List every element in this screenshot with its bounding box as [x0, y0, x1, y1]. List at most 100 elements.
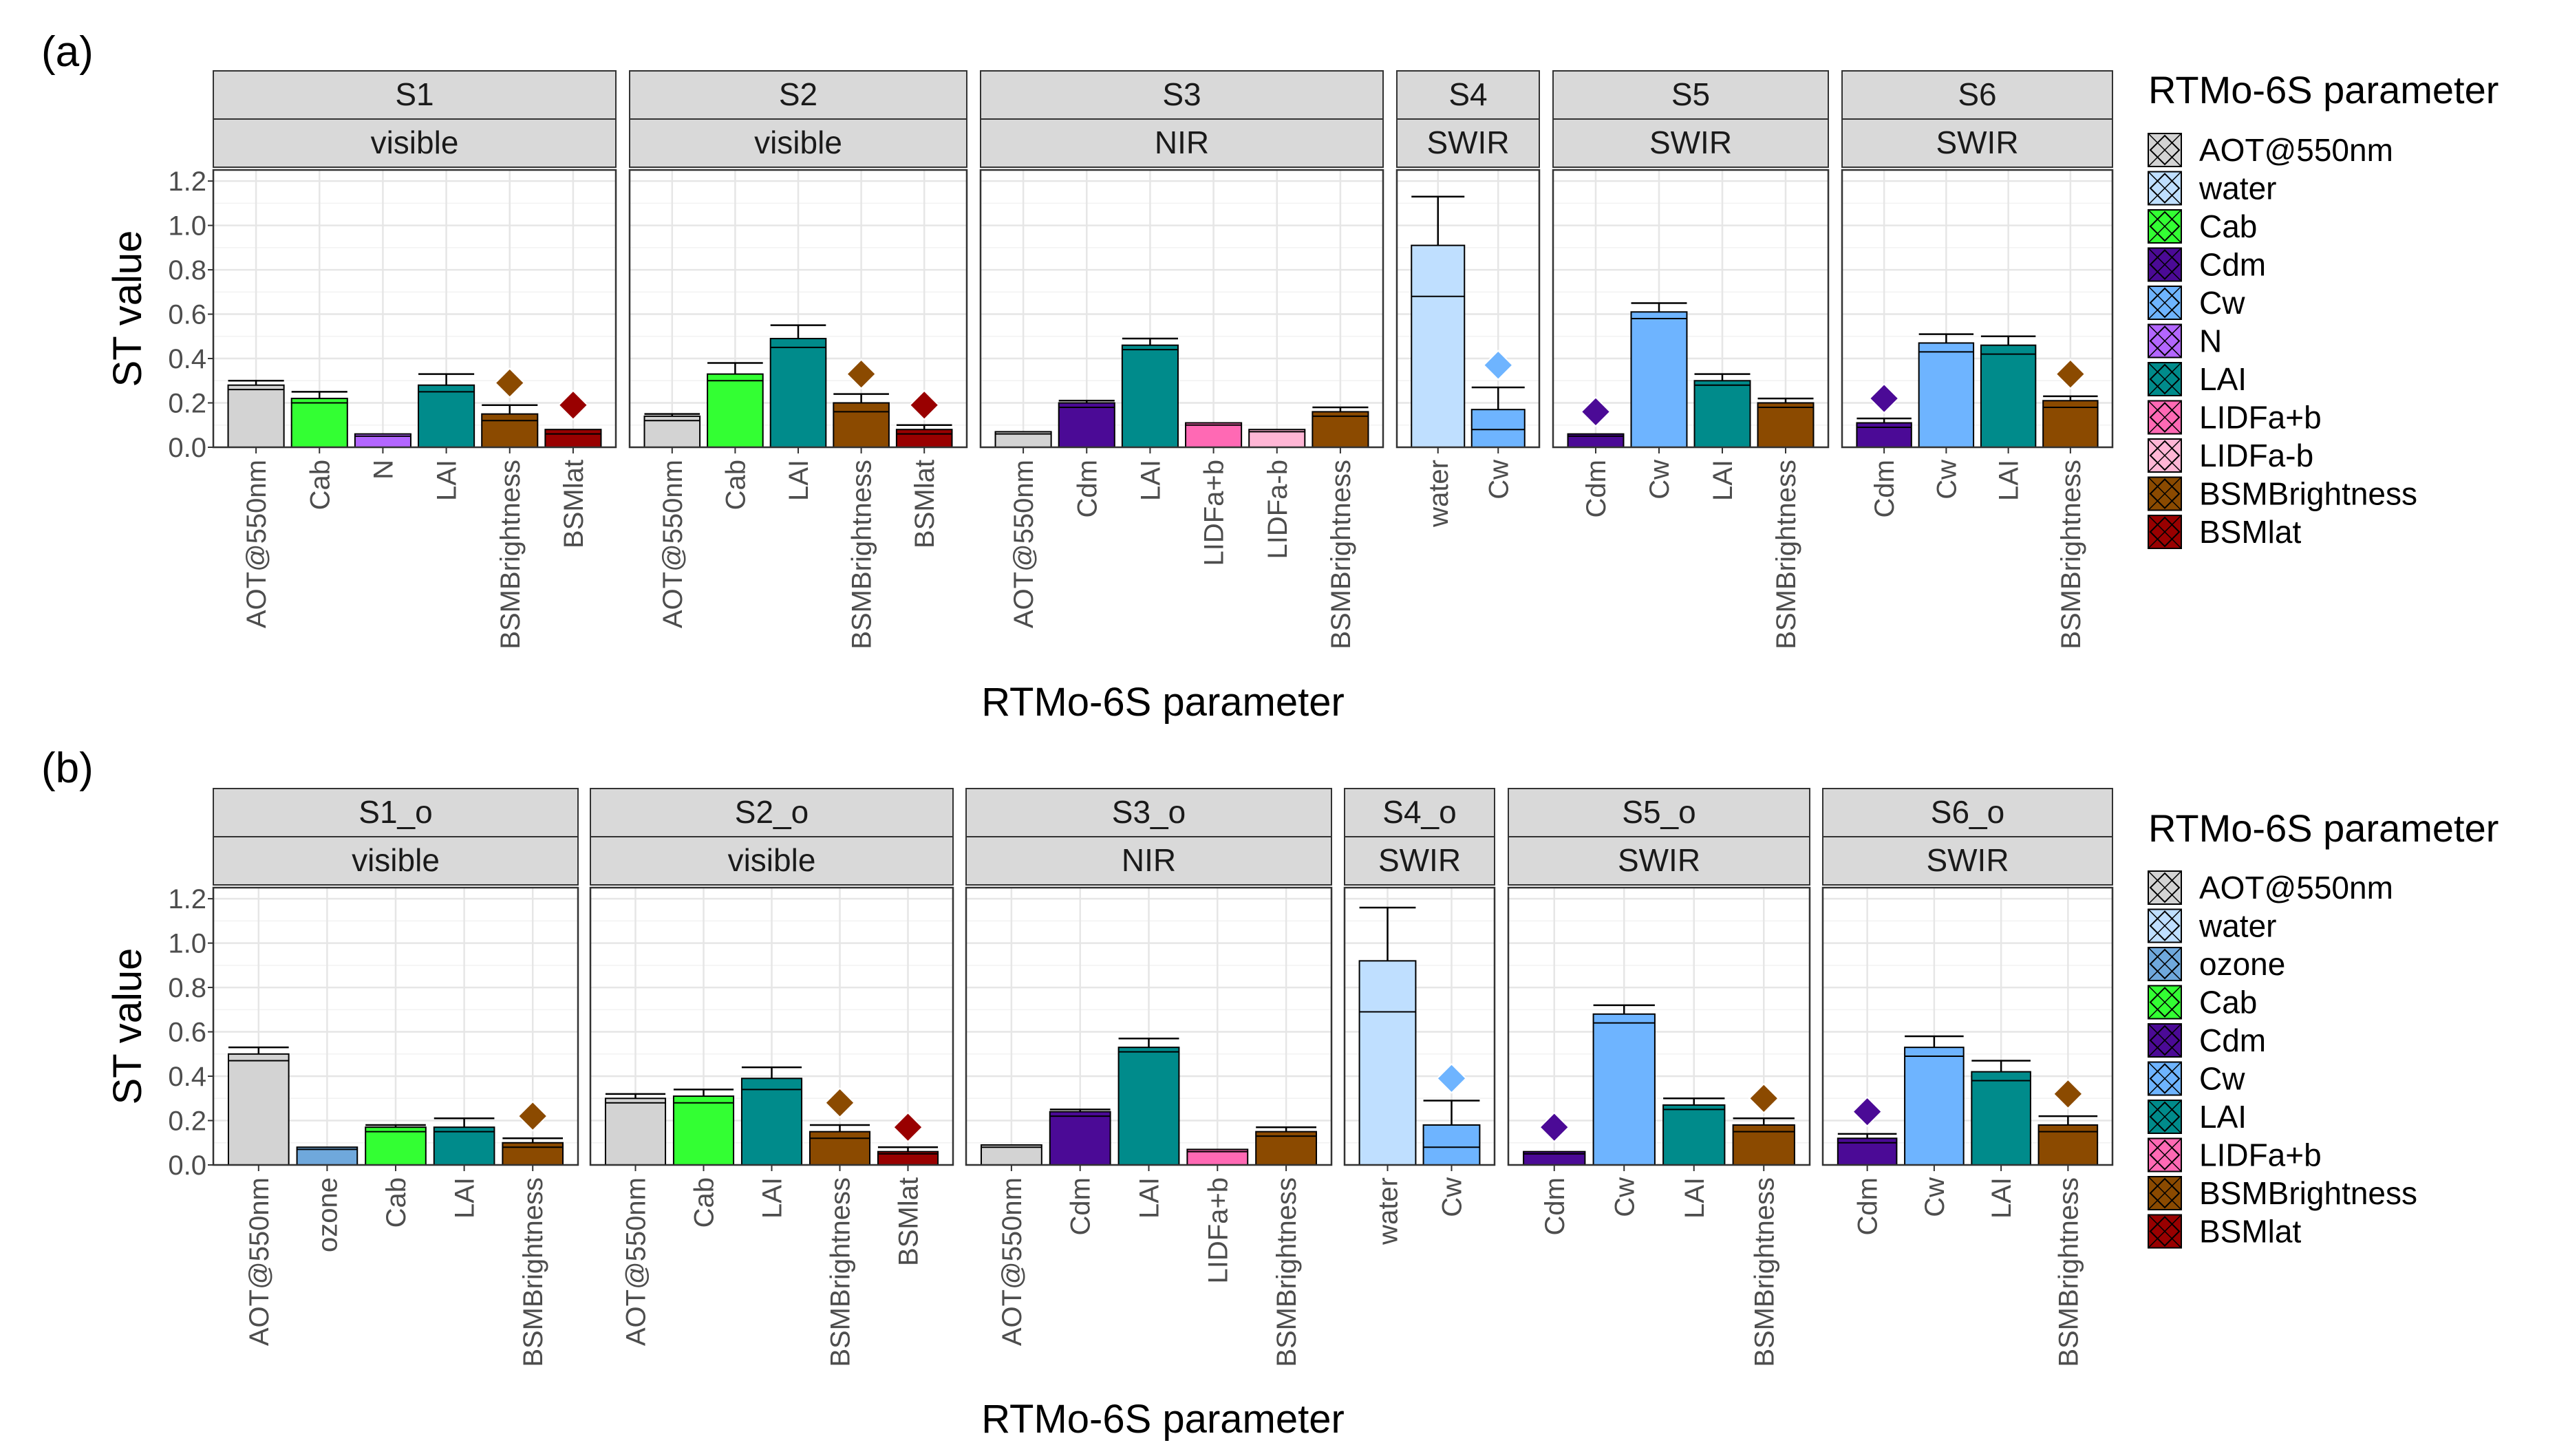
panel-a-y-tick-label: 0.8: [168, 255, 206, 286]
panel-b-facet-s5-o: S5_o SWIR Cdm Cw LAI BSMBrightness: [1507, 788, 1811, 1367]
panel-a-facet-s3-plot-area: [981, 170, 1383, 447]
panel-a-facet-s5-strip-band-label: SWIR: [1649, 125, 1732, 160]
panel-a-facet-s1-bsmbrightness-bar: [481, 413, 539, 449]
panel-a-facet-s2-lai-bar: [769, 338, 827, 448]
panel-a-facet-s3-lidfa-b-x-tick-label: LIDFa-b: [1263, 460, 1293, 559]
panel-a-y-axis-title: ST value: [105, 231, 150, 387]
panel-a-facet-s2-strip-band-label: visible: [754, 125, 842, 160]
panel-b-facet-s1-o-aot-550nm-x-tick-label: AOT@550nm: [244, 1177, 275, 1346]
panel-b-facet-s2-o-lai-x-tick-label: LAI: [758, 1177, 788, 1219]
panel-b-facet-s1-o-ozone-x-tick-label: ozone: [312, 1177, 343, 1252]
panel-b-facet-s1-o-ozone-bar: [296, 1146, 359, 1166]
panel-b-facet-s5-o-lai-x-tick-label: LAI: [1680, 1177, 1710, 1219]
panel-a-facet-s6-lai-bar: [1980, 344, 2037, 449]
panel-b-facet-s1-o-bsmbrightness-bar: [502, 1142, 564, 1166]
panel-b-facet-s1-o-cab-bar: [365, 1126, 427, 1166]
panel-b-facet-s4-o-strip-band-label: SWIR: [1378, 842, 1461, 878]
panel-a-facet-s6: S6 SWIR Cdm Cw LAI BSMBrightness: [1841, 70, 2114, 650]
panel-a-facet-s3-lai-x-tick-label: LAI: [1135, 460, 1166, 501]
panel-b-facet-s2-o-strip-band: [590, 836, 954, 886]
panel-a-facet-s2-cab-bar: [707, 373, 764, 448]
panel-b-facet-s3-o-bsmbrightness-x-tick-label: BSMBrightness: [1272, 1177, 1302, 1367]
panel-a-facet-s5-bsmbrightness-bar: [1757, 402, 1815, 449]
panel-a-facet-s2-bsmlat-x-tick-label: BSMlat: [910, 460, 940, 548]
panel-b-y-tick-label: 1.2: [168, 884, 206, 914]
panel-a-legend: RTMo-6S parameter AOT@550nmwaterCabCdmCwN…: [2148, 68, 2499, 550]
panel-b-facet-s4-o-strip-name: [1344, 788, 1495, 837]
panel-a-facet-s3-cdm-bar: [1058, 402, 1115, 449]
panel-b-facet-s3-o-cdm-bar: [1049, 1111, 1111, 1166]
panel-a-facet-s6-strip-band: [1841, 118, 2113, 168]
panel-b-facet-s1-o-strip-name: [213, 788, 579, 837]
panel-b-facet-s5-o-cdm-first-order-marker: [1539, 1111, 1570, 1143]
panel-b-facet-s6-o-cw-bar: [1904, 1047, 1965, 1166]
panel-b-facet-s4-o-plot-border: [1343, 886, 1496, 1166]
panel-b-y-tick-label: 0.8: [168, 973, 206, 1003]
panel-a-facet-s1-bsmlat-x-tick-label: BSMlat: [559, 460, 589, 548]
panel-a-facet-s2-lai-x-tick-label: LAI: [784, 460, 814, 501]
panel-b-facet-s2-o-cab-bar: [672, 1095, 735, 1166]
panel-a-facet-s2-cab-x-tick-label: Cab: [720, 460, 751, 510]
panel-a-y-tick-label: 0.0: [168, 433, 206, 463]
panel-a-facet-s4-cw-first-order-marker: [1482, 350, 1514, 381]
panel-b-y-tick-label: 0.4: [168, 1062, 206, 1092]
panel-b-facet-s4-o-strip-band: [1344, 836, 1495, 886]
panel-b-facet-s2-o-bsmbrightness-x-tick-label: BSMBrightness: [826, 1177, 856, 1367]
panel-a-facet-s4-cw-x-tick-label: Cw: [1484, 460, 1514, 500]
panel-b-facet-s1-o-aot-550nm-bar: [227, 1053, 290, 1166]
panel-a-facet-s1-cab-x-tick-label: Cab: [305, 460, 335, 510]
panel-b-facet-s4-o-cw-x-tick-label: Cw: [1437, 1177, 1468, 1217]
panel-b-facet-s6-o-bsmbrightness-x-tick-label: BSMBrightness: [2053, 1177, 2084, 1367]
panel-a-facet-s5: S5 SWIR Cdm Cw LAI BSMBrightness: [1552, 70, 1830, 650]
panel-b-facet-s6-o-lai-bar: [1971, 1071, 2031, 1166]
panel-b-facet-s3-o-bsmbrightness-bar: [1255, 1131, 1318, 1166]
panel-a-facet-s6-bsmbrightness-bar: [2042, 400, 2099, 449]
panel-b-facet-s1-o-plot-border: [212, 886, 579, 1166]
panel-b-facet-s2-o-bsmlat-first-order-marker: [892, 1111, 923, 1143]
panel-a-facet-s1-bsmbrightness-first-order-marker: [494, 367, 526, 398]
panel-a-facet-s3-lai-bar: [1121, 344, 1179, 449]
panel-a-facet-s1-n-x-tick-label: N: [368, 460, 398, 480]
panel-a-facet-s3-cdm-x-tick-label: Cdm: [1072, 460, 1102, 517]
panel-b-facet-s2-o-lai-bar: [740, 1078, 803, 1166]
panel-a-facet-s2-bsmlat-bar: [895, 429, 953, 449]
panel-a-legend-item-water-label: water: [2198, 171, 2276, 206]
panel-a-facet-s6-bsmbrightness-x-tick-label: BSMBrightness: [2056, 460, 2086, 650]
panel-a-legend-item-cdm-backslash: [2148, 247, 2182, 282]
panel-b-legend-item-cdm-label: Cdm: [2199, 1023, 2266, 1058]
panel-a-facet-s5-strip-band: [1552, 118, 1829, 168]
panel-b-facet-s6-o-strip-band: [1822, 836, 2113, 886]
panel-b-legend-item-cab-backslash: [2148, 985, 2182, 1020]
panel-a-facet-s6-cdm-x-tick-label: Cdm: [1870, 460, 1900, 517]
panel-b-y-tick-label: 0.2: [168, 1106, 206, 1137]
panel-b-facet-s1-o-lai-x-tick-label: LAI: [450, 1177, 480, 1219]
panel-b-facet-s3-o-plot-border: [965, 886, 1333, 1166]
panel-a-legend-item-lidfa-b-label: LIDFa+b: [2199, 400, 2322, 436]
panel-a-facet-s5-lai-bar: [1693, 380, 1751, 449]
panel-b-facet-s5-o-cw-x-tick-label: Cw: [1609, 1177, 1640, 1217]
panel-a-facet-s1-lai-x-tick-label: LAI: [432, 460, 462, 501]
panel-a-facet-s6-bsmbrightness-first-order-marker: [2055, 358, 2086, 390]
panel-a-facet-s2-aot-550nm-x-tick-label: AOT@550nm: [658, 460, 688, 628]
panel-b-legend-item-water-label: water: [2198, 908, 2276, 944]
panel-b-facet-s4-o-water-bar: [1358, 960, 1417, 1166]
panel-a-facet-s2-plot-border: [628, 169, 968, 449]
panel-b-facet-s6-o-cdm-first-order-marker: [1852, 1096, 1883, 1128]
panel-b-legend-item-cab-label: Cab: [2199, 985, 2257, 1020]
panel-a-legend-item-n-backslash: [2148, 323, 2182, 358]
panel-b-facet-s5-o-plot-border: [1507, 886, 1811, 1166]
panel-b-facet-s5-o-lai-bar: [1662, 1104, 1726, 1166]
panel-a-facet-s1: S1 visible AOT@550nm Cab N LAI BSMBrightness BS…: [212, 70, 617, 650]
panel-a-facet-s3-lidfa-b-bar: [1248, 429, 1306, 449]
panel-a-facet-s1-plot-border: [212, 169, 617, 449]
panel-b-facet-s3-o-lai-bar: [1117, 1047, 1180, 1166]
panel-a-facet-s1-strip-band-label: visible: [371, 125, 459, 160]
panel-a-legend-item-lidfa-b-backslash: [2148, 438, 2182, 473]
panel-b-facet-s5-o-cw-bar: [1592, 1013, 1656, 1166]
panel-b-legend: RTMo-6S parameterAOT@550nmwaterozoneCabC…: [2148, 806, 2499, 1250]
panel-a-facet-s3-aot-550nm-x-tick-label: AOT@550nm: [1009, 460, 1039, 628]
panel-b-facet-s4-o-cw-first-order-marker: [1436, 1062, 1467, 1094]
panel-a-facet-s6-strip-band-label: SWIR: [1936, 125, 2018, 160]
panel-b-y-axis-title: ST value: [105, 948, 150, 1105]
panel-a-facet-s5-lai-x-tick-label: LAI: [1708, 460, 1738, 501]
